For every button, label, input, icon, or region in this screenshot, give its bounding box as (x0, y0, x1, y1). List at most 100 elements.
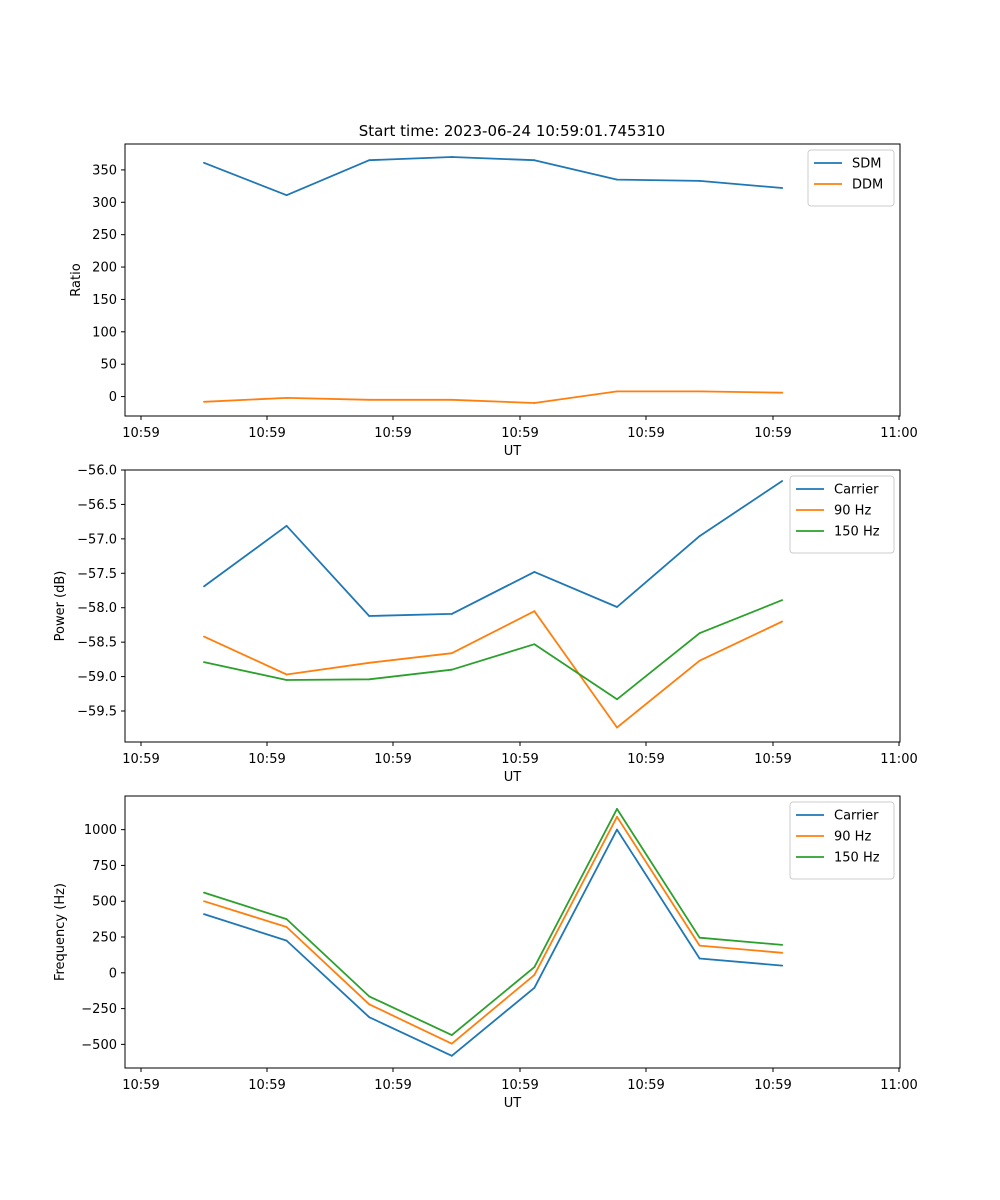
y-tick-label: −58.0 (77, 601, 117, 616)
data-point (698, 936, 701, 939)
y-tick-label: 150 (92, 293, 117, 308)
x-tick-label: 10:59 (248, 426, 285, 441)
data-point (616, 807, 618, 810)
y-axis-label: Power (dB) (53, 571, 68, 642)
data-point (285, 926, 288, 928)
axes-frame (124, 469, 901, 743)
data-point (368, 1003, 371, 1006)
data-point (616, 178, 618, 181)
data-point (533, 610, 536, 613)
data-point (203, 585, 205, 588)
legend-label: 150 Hz (834, 851, 880, 866)
data-point (368, 159, 371, 162)
y-tick-label: −59.5 (77, 705, 117, 720)
data-point (285, 673, 288, 676)
legend-label: Carrier (834, 483, 879, 498)
data-point (698, 632, 701, 635)
data-point (698, 180, 701, 182)
data-point (203, 161, 205, 164)
data-point (285, 939, 288, 942)
series-line-carrier (203, 828, 783, 1057)
x-tick-label: 11:00 (880, 426, 917, 441)
y-tick-label: 300 (92, 196, 117, 211)
x-tick-label: 10:59 (374, 1078, 411, 1093)
data-point (368, 1016, 371, 1019)
y-tick-label: 250 (92, 931, 117, 946)
legend-box (789, 475, 895, 554)
axes-frame (124, 143, 901, 417)
x-tick-label: 11:00 (880, 1078, 917, 1093)
data-point (616, 726, 618, 729)
x-tick-label: 10:59 (754, 752, 791, 767)
data-point (368, 615, 371, 617)
y-axis-label: Ratio (69, 263, 84, 296)
data-point (450, 1054, 453, 1057)
x-tick-label: 10:59 (248, 1078, 285, 1093)
legend-box (789, 801, 895, 880)
legend-label: 90 Hz (834, 504, 871, 519)
legend-label: 150 Hz (834, 525, 880, 540)
data-point (781, 599, 784, 602)
data-point (203, 891, 205, 894)
data-point (698, 659, 701, 662)
data-point (203, 661, 205, 664)
x-axis-label: UT (504, 770, 522, 785)
data-point (203, 900, 205, 903)
data-point (368, 995, 371, 998)
y-tick-label: −250 (81, 1002, 117, 1017)
y-tick-label: −59.0 (77, 670, 117, 685)
x-tick-label: 10:59 (627, 1078, 664, 1093)
y-tick-label: −56.0 (77, 464, 117, 479)
y-tick-label: −56.5 (77, 498, 117, 513)
x-axis-label: UT (504, 1096, 522, 1111)
data-point (698, 535, 701, 538)
legend-box (807, 149, 895, 207)
data-point (781, 480, 784, 482)
data-point (781, 620, 784, 623)
x-tick-label: 10:59 (501, 752, 538, 767)
x-tick-label: 10:59 (374, 426, 411, 441)
series-line-150-hz (203, 808, 783, 1036)
y-tick-label: −57.5 (77, 567, 117, 582)
figure-title: Start time: 2023-06-24 10:59:01.745310 (359, 122, 665, 140)
data-point (285, 396, 288, 399)
data-point (533, 643, 536, 646)
data-point (285, 918, 288, 921)
data-point (533, 571, 536, 573)
y-tick-label: 200 (92, 261, 117, 276)
y-tick-label: 1000 (84, 823, 117, 838)
data-point (285, 524, 288, 527)
data-point (616, 606, 618, 608)
data-point (616, 828, 618, 831)
x-tick-label: 10:59 (122, 752, 159, 767)
series-line-90-hz (203, 610, 783, 729)
x-tick-label: 10:59 (754, 426, 791, 441)
data-point (616, 698, 618, 701)
data-point (533, 159, 536, 162)
x-axis-label: UT (504, 444, 522, 459)
data-point (533, 402, 536, 404)
y-tick-label: −500 (81, 1038, 117, 1053)
y-tick-label: 50 (100, 358, 117, 373)
data-point (450, 668, 453, 671)
data-point (450, 156, 453, 158)
y-tick-label: 0 (109, 390, 117, 405)
x-tick-label: 10:59 (501, 426, 538, 441)
y-tick-label: 250 (92, 228, 117, 243)
y-tick-label: −57.0 (77, 532, 117, 547)
series-line-150-hz (203, 599, 783, 701)
data-point (450, 1042, 453, 1045)
data-point (450, 398, 453, 401)
series-line-90-hz (203, 815, 783, 1045)
y-tick-label: 100 (92, 325, 117, 340)
legend-label: SDM (852, 157, 881, 172)
x-tick-label: 10:59 (248, 752, 285, 767)
y-tick-label: −58.5 (77, 636, 117, 651)
data-point (616, 815, 618, 818)
data-point (533, 986, 536, 989)
data-point (450, 652, 453, 655)
data-point (368, 661, 371, 664)
x-tick-label: 10:59 (122, 426, 159, 441)
y-tick-label: 350 (92, 163, 117, 178)
